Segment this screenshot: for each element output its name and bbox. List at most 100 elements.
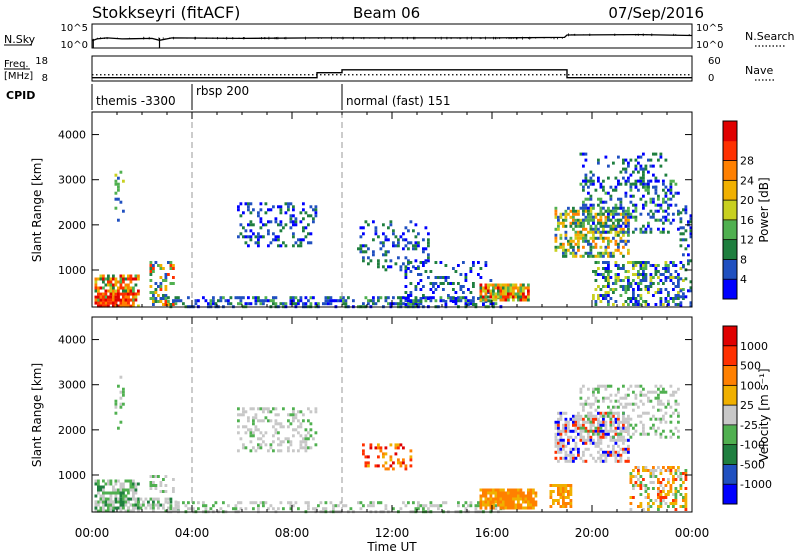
scatter-cell: [409, 302, 413, 306]
scatter-cell: [379, 296, 383, 300]
scatter-cell: [107, 479, 110, 483]
scatter-cell: [562, 444, 565, 448]
scatter-cell: [102, 479, 105, 483]
scatter-cell: [397, 302, 400, 306]
scatter-cell: [129, 298, 133, 302]
scatter-cell: [492, 298, 495, 302]
scatter-cell: [127, 488, 130, 492]
scatter-cell: [387, 265, 390, 269]
scatter-cell: [599, 414, 603, 418]
scatter-cell: [669, 188, 673, 192]
scatter-cell: [487, 283, 490, 287]
scatter-cell: [407, 261, 410, 264]
scatter-cell: [659, 420, 663, 424]
scatter-cell: [304, 428, 308, 432]
scatter-cell: [439, 504, 443, 508]
scatter-cell: [604, 261, 608, 264]
scatter-cell: [464, 276, 468, 279]
scatter-cell: [642, 276, 645, 279]
scatter-cell: [237, 208, 240, 212]
scatter-cell: [392, 467, 395, 471]
scatter-cell: [667, 203, 670, 207]
scatter-cell: [524, 494, 528, 498]
scatter-cell: [469, 501, 473, 505]
scatter-cell: [242, 226, 245, 230]
scatter-cell: [119, 396, 123, 400]
scatter-cell: [152, 297, 155, 300]
scatter-cell: [394, 446, 398, 450]
scatter-cell: [559, 484, 563, 487]
scatter-cell: [167, 303, 170, 306]
scatter-cell: [647, 285, 650, 288]
scatter-cell: [244, 507, 248, 511]
scatter-cell: [487, 299, 490, 303]
scatter-cell: [384, 452, 388, 456]
colorbar-tick-label: 25: [740, 399, 754, 412]
scatter-cell: [169, 303, 173, 306]
scatter-cell: [487, 488, 490, 492]
scatter-cell: [612, 221, 615, 225]
scatter-cell: [107, 509, 110, 513]
scatter-cell: [604, 236, 608, 240]
scatter-cell: [637, 188, 640, 192]
scatter-cell: [667, 481, 670, 484]
scatter-cell: [619, 239, 623, 243]
scatter-cell: [564, 230, 568, 234]
noise-frame: [91, 23, 693, 49]
scatter-cell: [209, 299, 213, 303]
scatter-cell: [287, 440, 290, 444]
scatter-cell: [499, 488, 503, 492]
scatter-cell: [604, 456, 608, 460]
scatter-cell: [634, 273, 638, 276]
scatter-cell: [99, 295, 103, 299]
scatter-cell: [302, 229, 305, 233]
scatter-cell: [597, 212, 600, 216]
scatter-cell: [657, 402, 660, 406]
scatter-cell: [457, 296, 460, 300]
scatter-cell: [572, 209, 575, 213]
scatter-cell: [502, 286, 505, 290]
scatter-cell: [369, 446, 373, 450]
scatter-cell: [609, 270, 613, 273]
scatter-cell: [632, 267, 635, 270]
scatter-cell: [159, 282, 163, 285]
scatter-cell: [427, 259, 430, 263]
y-tick-label: 3000: [58, 379, 86, 392]
scatter-cell: [654, 475, 658, 478]
scatter-cell: [302, 302, 305, 306]
scatter-cell: [374, 446, 378, 450]
scatter-cell: [622, 212, 625, 216]
scatter-cell: [109, 494, 113, 498]
scatter-cell: [634, 396, 638, 400]
scatter-cell: [454, 297, 458, 300]
scatter-cell: [519, 494, 523, 498]
scatter-cell: [484, 497, 488, 501]
scatter-cell: [397, 446, 400, 450]
scatter-cell: [619, 435, 623, 439]
scatter-cell: [589, 170, 593, 174]
scatter-cell: [669, 279, 673, 282]
scatter-cell: [94, 295, 98, 299]
scatter-cell: [462, 261, 465, 264]
scatter-cell: [402, 262, 405, 266]
scatter-cell: [672, 300, 675, 303]
scatter-cell: [487, 289, 490, 293]
scatter-cell: [487, 503, 490, 507]
scatter-cell: [627, 279, 630, 282]
scatter-cell: [247, 428, 250, 432]
scatter-cell: [597, 261, 600, 264]
scatter-cell: [634, 484, 638, 487]
scatter-cell: [624, 429, 628, 433]
scatter-cell: [684, 205, 688, 209]
scatter-cell: [569, 242, 573, 246]
scatter-cell: [604, 267, 608, 270]
scatter-cell: [564, 218, 568, 222]
scatter-cell: [569, 459, 573, 463]
scatter-cell: [479, 267, 483, 270]
scatter-cell: [454, 270, 458, 273]
scatter-cell: [137, 289, 140, 293]
scatter-cell: [614, 399, 618, 403]
scatter-cell: [624, 405, 628, 409]
scatter-cell: [97, 277, 100, 281]
scatter-cell: [564, 429, 568, 433]
